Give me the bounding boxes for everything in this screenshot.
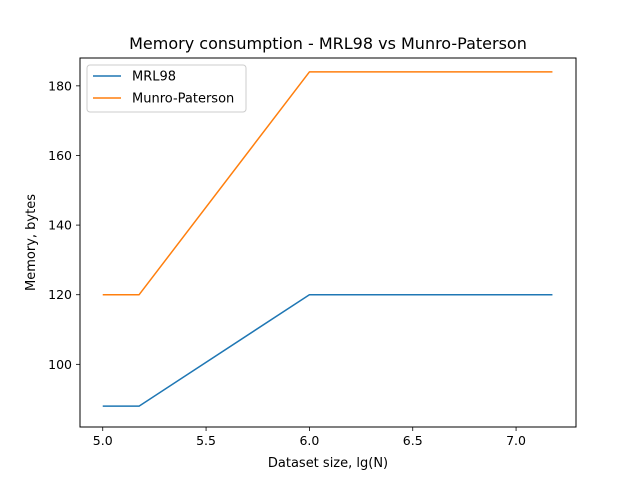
y-axis-label: Memory, bytes (24, 194, 39, 291)
x-axis-label: Dataset size, lg(N) (268, 456, 388, 471)
series-line-0 (102, 293, 553, 407)
series-line-1 (102, 71, 553, 296)
y-axis: 100 120 140 160 180 (48, 78, 80, 372)
plot-frame (79, 57, 577, 428)
x-tick-label: 5.5 (196, 433, 216, 448)
x-tick-label: 5.0 (93, 433, 113, 448)
x-tick-label: 7.0 (506, 433, 526, 448)
series-layer (102, 71, 553, 407)
legend-entry-0: MRL98 (132, 70, 176, 85)
x-axis: 5.0 5.5 6.0 6.5 7.0 (93, 427, 526, 448)
legend: MRL98 Munro-Paterson (86, 64, 247, 113)
chart-title: Memory consumption - MRL98 vs Munro-Pate… (129, 34, 527, 53)
x-tick-label: 6.0 (299, 433, 319, 448)
y-tick-label: 160 (48, 148, 72, 163)
y-tick-label: 180 (48, 78, 72, 93)
legend-entry-1: Munro-Paterson (132, 92, 234, 107)
y-tick-label: 100 (48, 357, 72, 372)
x-tick-label: 6.5 (403, 433, 423, 448)
y-tick-label: 120 (48, 287, 72, 302)
y-tick-label: 140 (48, 218, 72, 233)
legend-box (86, 64, 247, 113)
